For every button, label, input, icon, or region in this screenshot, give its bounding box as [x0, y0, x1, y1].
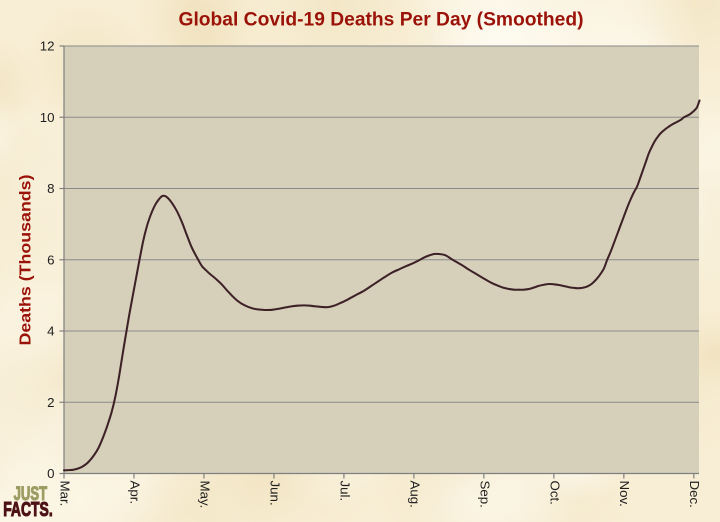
svg-text:May.: May. — [197, 481, 212, 509]
svg-text:JUST: JUST — [14, 484, 48, 505]
svg-text:6: 6 — [47, 252, 54, 267]
svg-text:FACTS.: FACTS. — [3, 498, 53, 521]
svg-text:Apr.: Apr. — [127, 481, 142, 505]
svg-text:Dec.: Dec. — [687, 481, 702, 508]
svg-text:12: 12 — [40, 39, 55, 54]
svg-text:0: 0 — [47, 466, 54, 481]
svg-text:Nov.: Nov. — [617, 481, 632, 507]
svg-text:10: 10 — [40, 110, 55, 125]
svg-text:Mar.: Mar. — [57, 481, 72, 507]
svg-text:Deaths (Thousands): Deaths (Thousands) — [18, 175, 35, 346]
svg-text:Aug.: Aug. — [407, 481, 422, 508]
svg-text:4: 4 — [47, 324, 54, 339]
svg-text:2: 2 — [47, 395, 54, 410]
svg-text:8: 8 — [47, 181, 54, 196]
svg-text:Jul.: Jul. — [337, 481, 352, 502]
svg-text:Jun.: Jun. — [267, 481, 282, 506]
svg-text:Sep.: Sep. — [477, 481, 492, 508]
svg-text:Global Covid-19 Deaths Per Day: Global Covid-19 Deaths Per Day (Smoothed… — [179, 9, 584, 31]
svg-text:Oct.: Oct. — [547, 481, 562, 505]
